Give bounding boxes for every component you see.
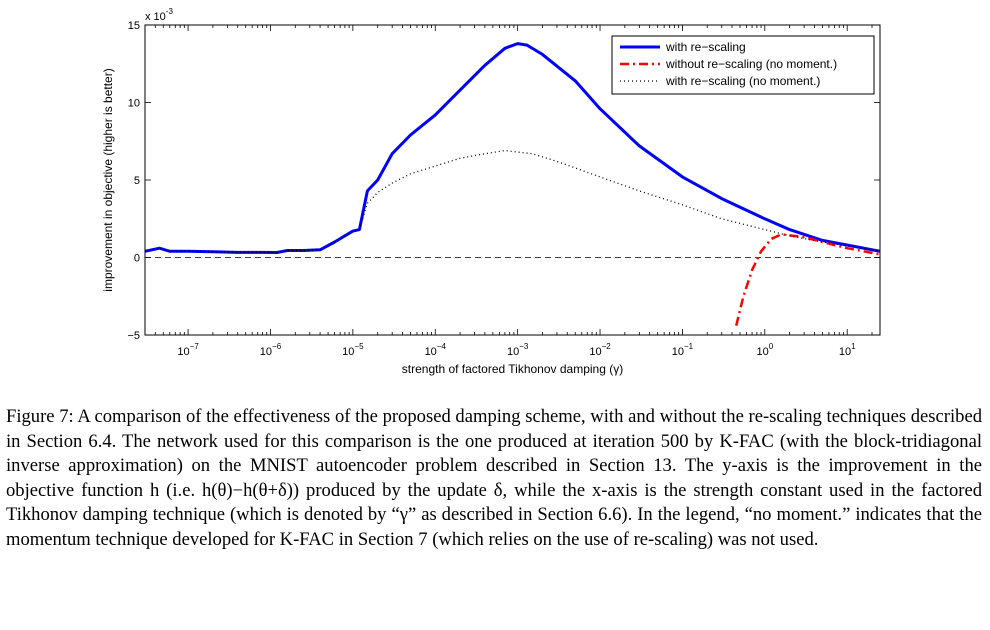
x-tick-label: 10−5 <box>342 342 364 358</box>
figure-caption: Figure 7: A comparison of the effectiven… <box>6 405 982 553</box>
series-line-0 <box>145 42 880 254</box>
figure: 10−7 10−6 10−5 10−4 10−3 10−2 10−1 100 101 −5 0 5 10… <box>101 7 881 376</box>
caption-text: A comparison of the effectiveness of the… <box>6 406 983 550</box>
y-tick-label: 5 <box>134 175 140 187</box>
series-line-2 <box>145 149 880 254</box>
x-tick-label: 10−7 <box>177 342 199 358</box>
y-axis-title: improvement in objective (higher is bett… <box>101 68 115 291</box>
y-tick-label: 10 <box>128 98 140 110</box>
x-tick-label: 10−2 <box>589 342 611 358</box>
x-tick-label: 10−3 <box>507 342 529 358</box>
chart: 10−7 10−6 10−5 10−4 10−3 10−2 10−1 100 101 −5 0 5 10… <box>101 7 881 376</box>
tick-layer <box>144 24 880 336</box>
x-tick-label: 10−1 <box>672 342 694 358</box>
legend-label-1: without re−scaling (no moment.) <box>665 57 837 71</box>
y-tick-label: −5 <box>127 330 140 342</box>
y-tick-label: 15 <box>128 20 140 32</box>
series-layer <box>145 42 880 326</box>
legend: with re−scaling without re−scaling (no mo… <box>611 35 875 95</box>
tick-label-layer: 10−7 10−6 10−5 10−4 10−3 10−2 10−1 100 101 −5 0 5 10… <box>127 20 856 358</box>
series-line-1 <box>734 233 880 326</box>
legend-label-0: with re−scaling <box>665 40 746 54</box>
y-tick-label: 0 <box>134 253 140 265</box>
x-tick-label: 101 <box>839 342 856 358</box>
x-tick-label: 10−4 <box>425 342 447 358</box>
x-tick-label: 100 <box>756 342 773 358</box>
y-exponent-label: x 10-3 <box>145 7 173 23</box>
x-axis-title: strength of factored Tikhonov damping (γ… <box>402 362 623 376</box>
x-tick-label: 10−6 <box>260 342 282 358</box>
legend-label-2: with re−scaling (no moment.) <box>665 74 820 88</box>
caption-label: Figure 7: <box>6 406 74 427</box>
